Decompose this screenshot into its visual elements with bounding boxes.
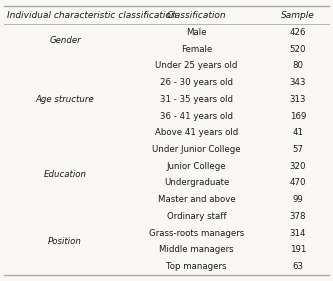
Text: Gender: Gender [49, 36, 81, 45]
Text: Sample: Sample [281, 10, 315, 19]
Text: 470: 470 [290, 178, 306, 187]
Text: 378: 378 [290, 212, 306, 221]
Text: 63: 63 [293, 262, 304, 271]
Text: 36 - 41 years old: 36 - 41 years old [160, 112, 233, 121]
Text: Master and above: Master and above [158, 195, 235, 204]
Text: 57: 57 [293, 145, 304, 154]
Text: Junior College: Junior College [167, 162, 226, 171]
Text: Female: Female [181, 45, 212, 54]
Text: 191: 191 [290, 245, 306, 254]
Text: Undergraduate: Undergraduate [164, 178, 229, 187]
Text: Top managers: Top managers [166, 262, 227, 271]
Text: 99: 99 [293, 195, 303, 204]
Text: Position: Position [48, 237, 82, 246]
Text: Above 41 years old: Above 41 years old [155, 128, 238, 137]
Text: 320: 320 [290, 162, 306, 171]
Text: 313: 313 [290, 95, 306, 104]
Text: Middle managers: Middle managers [159, 245, 234, 254]
Text: 520: 520 [290, 45, 306, 54]
Text: Education: Education [43, 170, 87, 179]
Text: 80: 80 [293, 61, 304, 70]
Text: 31 - 35 years old: 31 - 35 years old [160, 95, 233, 104]
Text: 343: 343 [290, 78, 306, 87]
Text: Under Junior College: Under Junior College [152, 145, 241, 154]
Text: 26 - 30 years old: 26 - 30 years old [160, 78, 233, 87]
Text: Age structure: Age structure [36, 95, 94, 104]
Text: Under 25 years old: Under 25 years old [156, 61, 238, 70]
Text: Ordinary staff: Ordinary staff [167, 212, 226, 221]
Text: 314: 314 [290, 229, 306, 238]
Text: Individual characteristic classification: Individual characteristic classification [7, 10, 176, 19]
Text: 169: 169 [290, 112, 306, 121]
Text: 426: 426 [290, 28, 306, 37]
Text: Classification: Classification [167, 10, 226, 19]
Text: 41: 41 [293, 128, 304, 137]
Text: Grass-roots managers: Grass-roots managers [149, 229, 244, 238]
Text: Male: Male [186, 28, 207, 37]
